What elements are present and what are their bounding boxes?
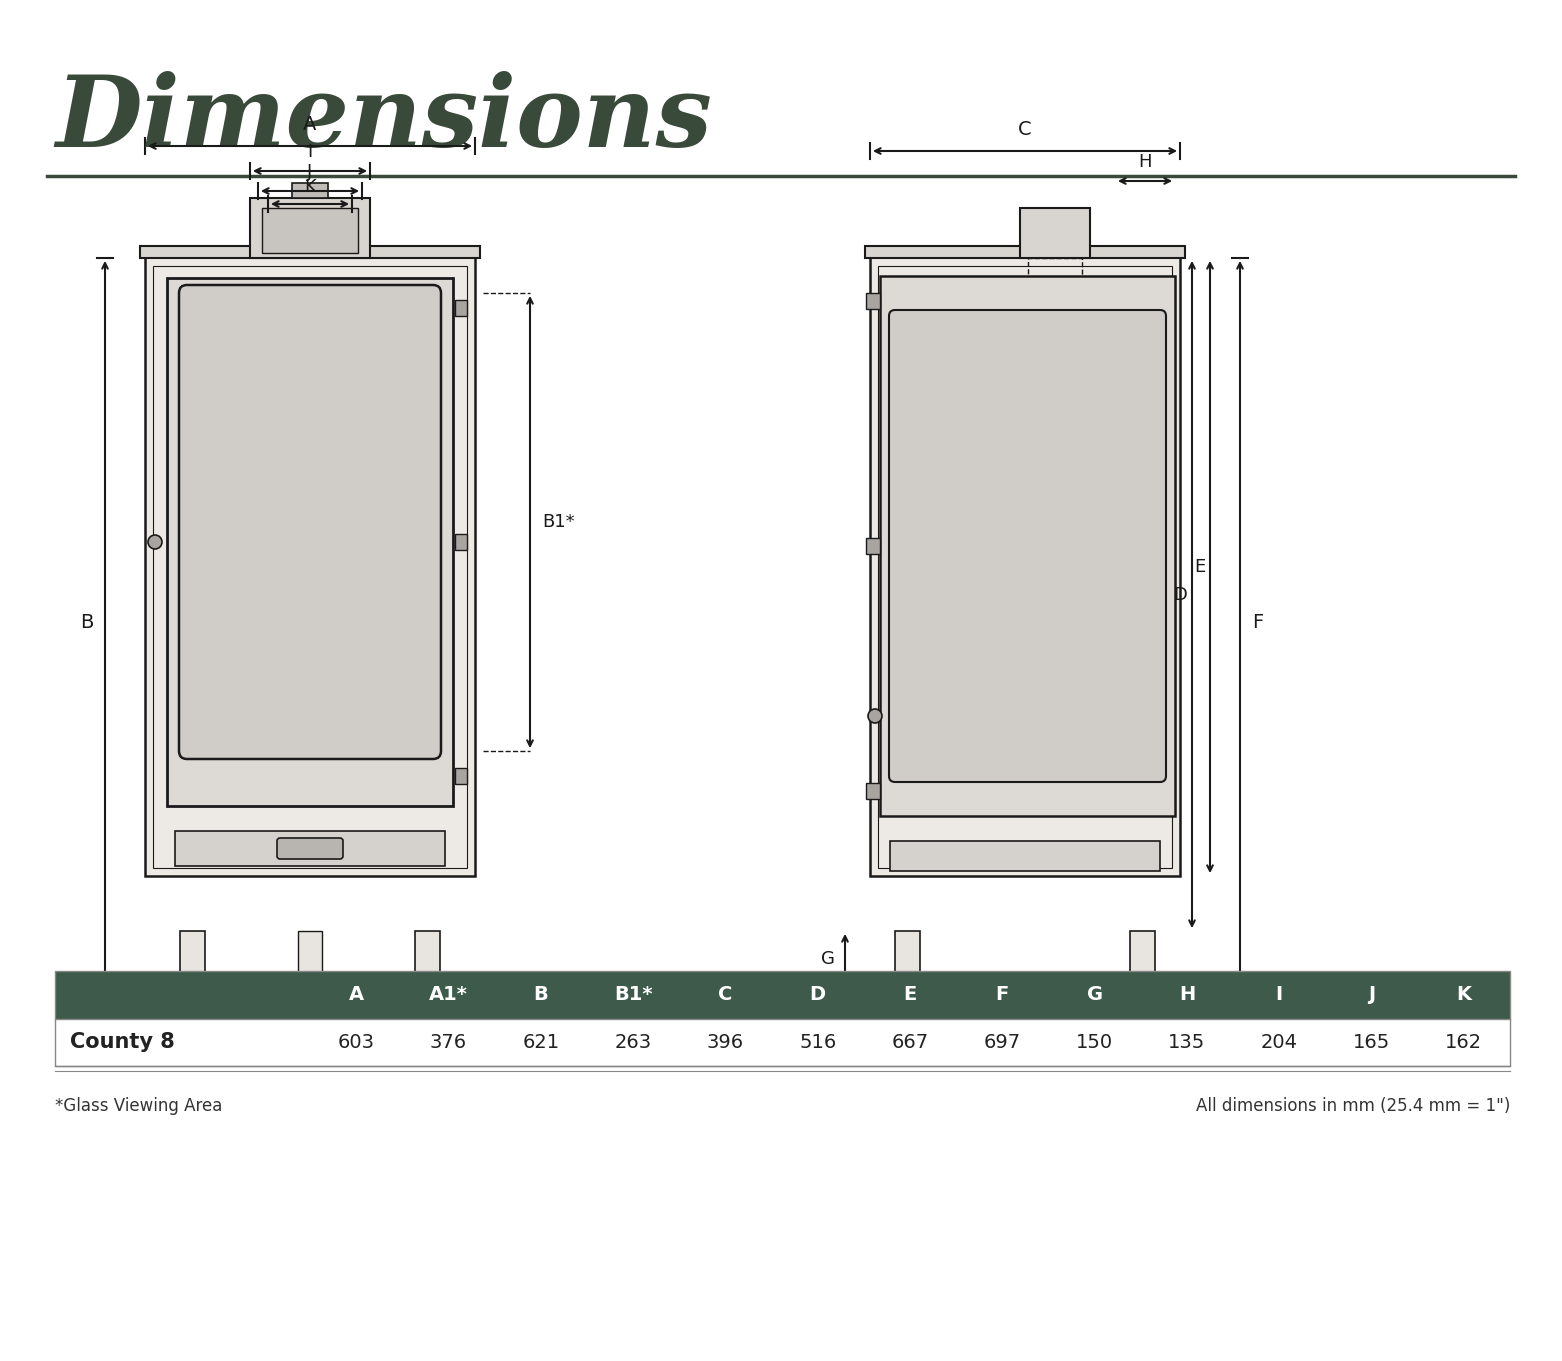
Text: 376: 376 xyxy=(430,1033,467,1052)
Text: D: D xyxy=(809,985,826,1004)
Bar xyxy=(865,246,1186,259)
Bar xyxy=(55,1018,1510,1066)
Bar xyxy=(878,265,1172,868)
Text: J: J xyxy=(308,163,312,181)
Bar xyxy=(55,970,1510,1066)
Bar xyxy=(455,768,467,784)
Bar xyxy=(865,783,879,799)
Text: H: H xyxy=(1179,985,1195,1004)
Bar xyxy=(455,534,467,550)
Circle shape xyxy=(868,709,883,723)
Bar xyxy=(1129,931,1154,985)
Text: C: C xyxy=(1018,120,1032,139)
Bar xyxy=(455,299,467,316)
Text: 165: 165 xyxy=(1353,1033,1390,1052)
Text: B1*: B1* xyxy=(542,513,575,531)
Bar xyxy=(865,293,879,309)
Bar xyxy=(879,276,1175,817)
Text: 263: 263 xyxy=(614,1033,651,1052)
Text: County 8: County 8 xyxy=(70,1032,175,1052)
Text: All dimensions in mm (25.4 mm = 1"): All dimensions in mm (25.4 mm = 1") xyxy=(1195,1097,1510,1115)
Bar xyxy=(870,246,1179,876)
Text: E: E xyxy=(903,985,917,1004)
Text: E: E xyxy=(1193,558,1204,576)
Text: H: H xyxy=(1139,152,1151,171)
Bar xyxy=(415,931,440,985)
Bar xyxy=(292,182,328,197)
Bar xyxy=(141,246,480,259)
Text: C: C xyxy=(719,985,733,1004)
Circle shape xyxy=(148,535,162,548)
Bar xyxy=(1020,208,1090,259)
FancyBboxPatch shape xyxy=(889,310,1165,783)
Text: 603: 603 xyxy=(337,1033,375,1052)
FancyBboxPatch shape xyxy=(276,838,344,859)
Bar xyxy=(890,841,1161,871)
Text: K: K xyxy=(1456,985,1471,1004)
Text: 516: 516 xyxy=(800,1033,836,1052)
Text: 697: 697 xyxy=(984,1033,1022,1052)
Bar xyxy=(153,265,467,868)
Text: A: A xyxy=(303,114,317,133)
Text: F: F xyxy=(995,985,1009,1004)
Bar xyxy=(298,931,322,979)
Text: D: D xyxy=(1173,585,1187,603)
Text: B1*: B1* xyxy=(614,985,653,1004)
Text: Dimensions: Dimensions xyxy=(55,71,712,167)
Bar xyxy=(250,197,370,259)
Text: 162: 162 xyxy=(1445,1033,1482,1052)
Text: J: J xyxy=(1368,985,1375,1004)
Text: 621: 621 xyxy=(522,1033,559,1052)
Bar xyxy=(262,208,358,253)
Text: I: I xyxy=(308,143,312,161)
Text: 204: 204 xyxy=(1261,1033,1298,1052)
Bar xyxy=(180,931,205,985)
Text: I: I xyxy=(1276,985,1282,1004)
Text: B: B xyxy=(80,612,94,632)
Text: G: G xyxy=(822,950,836,968)
Text: 150: 150 xyxy=(1076,1033,1114,1052)
Text: A1*: A1* xyxy=(430,985,469,1004)
Text: B: B xyxy=(533,985,548,1004)
Text: A: A xyxy=(348,985,364,1004)
Bar xyxy=(167,278,453,806)
Text: *Glass Viewing Area: *Glass Viewing Area xyxy=(55,1097,222,1115)
Bar xyxy=(175,832,445,866)
Bar xyxy=(895,931,920,985)
Text: 135: 135 xyxy=(1168,1033,1206,1052)
Bar xyxy=(1028,259,1082,338)
Bar xyxy=(145,246,475,876)
FancyBboxPatch shape xyxy=(180,284,440,759)
Bar xyxy=(55,970,1510,1018)
Text: K: K xyxy=(305,178,316,196)
Text: G: G xyxy=(1087,985,1103,1004)
Text: 396: 396 xyxy=(708,1033,744,1052)
Text: F: F xyxy=(1253,612,1264,632)
Text: 667: 667 xyxy=(892,1033,928,1052)
Bar xyxy=(865,538,879,554)
